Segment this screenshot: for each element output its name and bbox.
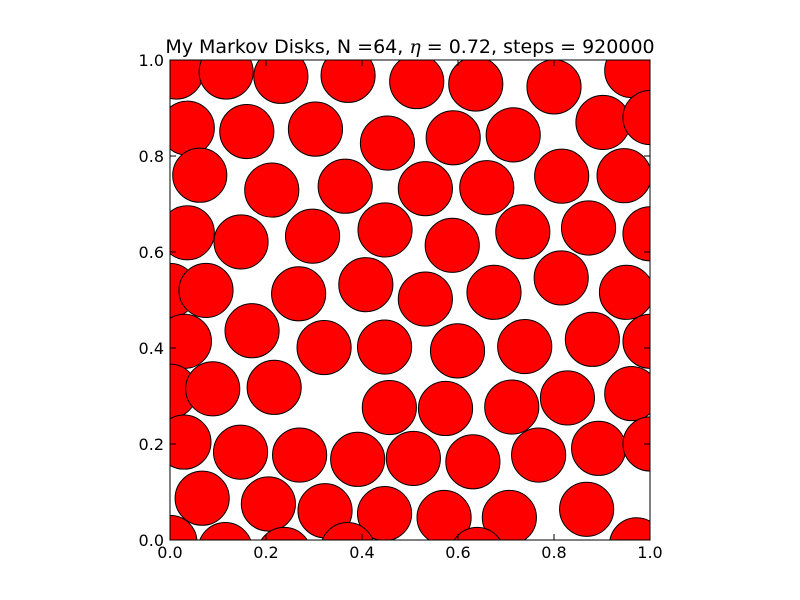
disk-point — [224, 303, 280, 359]
x-tick-label: 0.0 — [157, 543, 182, 562]
x-tick-labels: 0.0 0.2 0.4 0.6 0.8 1.0 — [157, 543, 662, 562]
disk-point — [609, 517, 650, 540]
x-tick-label: 1.0 — [637, 543, 662, 562]
disk-point — [397, 271, 453, 327]
disk-point — [604, 366, 650, 422]
disk-point — [219, 103, 275, 160]
disk-point — [212, 424, 269, 480]
disk-point — [170, 414, 212, 470]
disk-point — [416, 489, 472, 540]
title-prefix: My Markov Disks, N =64, — [165, 36, 409, 58]
x-tick-label: 0.8 — [541, 543, 566, 562]
disk-layer — [170, 60, 650, 540]
disk-point — [320, 60, 376, 103]
disk-point — [485, 107, 541, 163]
disk-point — [244, 162, 300, 218]
disk-point — [575, 94, 631, 150]
axes-frame — [169, 59, 651, 541]
title-suffix: = 0.72, steps = 920000 — [421, 36, 655, 58]
y-tick-label: 0.8 — [139, 147, 164, 166]
x-tick-label: 0.4 — [349, 543, 374, 562]
chart-title: My Markov Disks, N =64, η = 0.72, steps … — [165, 36, 654, 58]
disk-point — [260, 526, 308, 540]
disk-point — [397, 161, 453, 217]
y-tick-label: 0.0 — [139, 531, 164, 550]
disk-point — [526, 60, 582, 115]
y-tick-labels: 0.0 0.2 0.4 0.6 0.8 1.0 — [139, 51, 164, 550]
disk-point — [170, 205, 215, 261]
y-tick-label: 0.2 — [139, 435, 164, 454]
disk-point — [296, 319, 352, 376]
disk-point — [424, 217, 480, 273]
disk-point — [596, 148, 650, 204]
disk-point — [172, 147, 228, 203]
disk-point — [429, 323, 486, 379]
disk-point — [466, 264, 522, 320]
disk-point — [287, 101, 344, 157]
disk-point — [174, 470, 230, 526]
disk-point — [539, 370, 596, 426]
disk-point — [330, 431, 386, 487]
disk-point — [385, 430, 441, 486]
disk-point — [534, 148, 590, 204]
disk-point — [199, 522, 252, 540]
disk-point — [425, 110, 481, 166]
disk-point — [598, 264, 650, 320]
disk-point — [564, 311, 620, 367]
disk-point — [253, 60, 309, 104]
disk-point — [495, 204, 551, 260]
disk-point — [417, 380, 474, 437]
disk-point — [321, 522, 374, 540]
disk-point — [338, 257, 394, 313]
title-eta-symbol: η — [409, 36, 421, 58]
disk-point — [198, 60, 254, 100]
disk-point — [559, 481, 615, 537]
disk-point — [359, 115, 416, 171]
disk-point — [560, 200, 617, 256]
y-tick-label: 1.0 — [139, 51, 164, 70]
disk-point — [271, 266, 327, 322]
disk-point — [213, 214, 269, 270]
y-tick-label: 0.6 — [139, 243, 164, 262]
disk-point — [448, 60, 504, 112]
disk-point — [459, 160, 515, 216]
disk-point — [185, 361, 241, 417]
disk-point — [533, 250, 589, 306]
disk-point — [272, 427, 328, 483]
disk-point — [356, 319, 413, 375]
disk-point — [284, 208, 341, 264]
disk-point — [356, 486, 413, 540]
disk-point — [357, 202, 413, 258]
x-tick-label: 0.6 — [445, 543, 470, 562]
disk-point — [484, 379, 540, 435]
disk-point — [445, 434, 501, 490]
disk-point — [571, 420, 627, 476]
disk-point — [170, 514, 198, 540]
disk-point — [246, 359, 302, 415]
disk-point — [453, 526, 501, 540]
x-tick-label: 0.2 — [253, 543, 278, 562]
disk-point — [317, 158, 373, 214]
disk-point — [389, 60, 445, 110]
disk-point — [481, 489, 537, 540]
y-tick-label: 0.4 — [139, 339, 164, 358]
disk-point — [240, 476, 296, 532]
tick-layer — [169, 59, 651, 541]
disk-point — [178, 262, 234, 318]
disk-point — [511, 427, 567, 483]
disk-point — [497, 318, 553, 375]
disk-point — [361, 379, 417, 436]
